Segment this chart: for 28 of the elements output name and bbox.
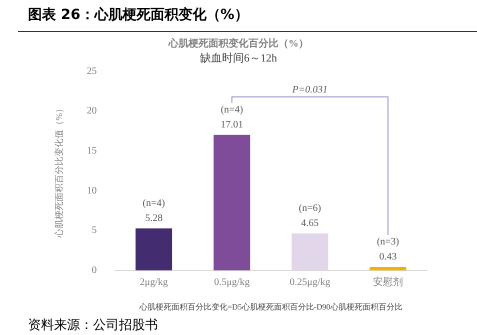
bar: [292, 233, 328, 270]
x-tick-label: 安慰剂: [372, 276, 403, 288]
x-axis-title: 心肌梗死面积百分比变化=D5心肌梗死面积百分比-D90心肌梗死面积百分比: [138, 302, 402, 312]
x-tick-label: 0.5μg/kg: [214, 277, 250, 288]
x-tick-label: 0.25μg/kg: [290, 277, 330, 288]
text: 图表 26：心肌梗死面积变化（%）: [28, 6, 248, 24]
annotation: (n=3): [376, 236, 400, 248]
annotation: (n=4): [220, 104, 244, 116]
chart-title: 心肌梗死面积变化百分比（%）: [168, 38, 308, 50]
data-label: 0.43: [379, 252, 397, 263]
y-tick-label: 10: [86, 185, 97, 196]
data-label: 4.65: [301, 218, 319, 229]
annotation: (n=6): [298, 202, 322, 214]
y-axis-title: 心肌梗死面积百分比变化值（%）: [54, 104, 64, 239]
text: 资料来源：公司招股书: [28, 317, 158, 334]
annotation: P=0.031: [291, 84, 328, 96]
bar: [136, 228, 172, 270]
annotation: (n=4): [142, 198, 165, 209]
x-tick-label: 2μg/kg: [140, 277, 168, 288]
y-tick-label: 5: [92, 225, 97, 236]
y-tick-label: 25: [86, 66, 97, 77]
chart-subtitle: 缺血时间6～12h: [200, 51, 278, 64]
bar: [214, 134, 250, 270]
y-tick-label: 20: [86, 106, 97, 117]
y-tick-label: 15: [86, 146, 97, 157]
y-tick-label: 0: [92, 265, 97, 276]
data-label: 5.28: [145, 212, 163, 224]
data-label: 17.01: [220, 119, 244, 130]
